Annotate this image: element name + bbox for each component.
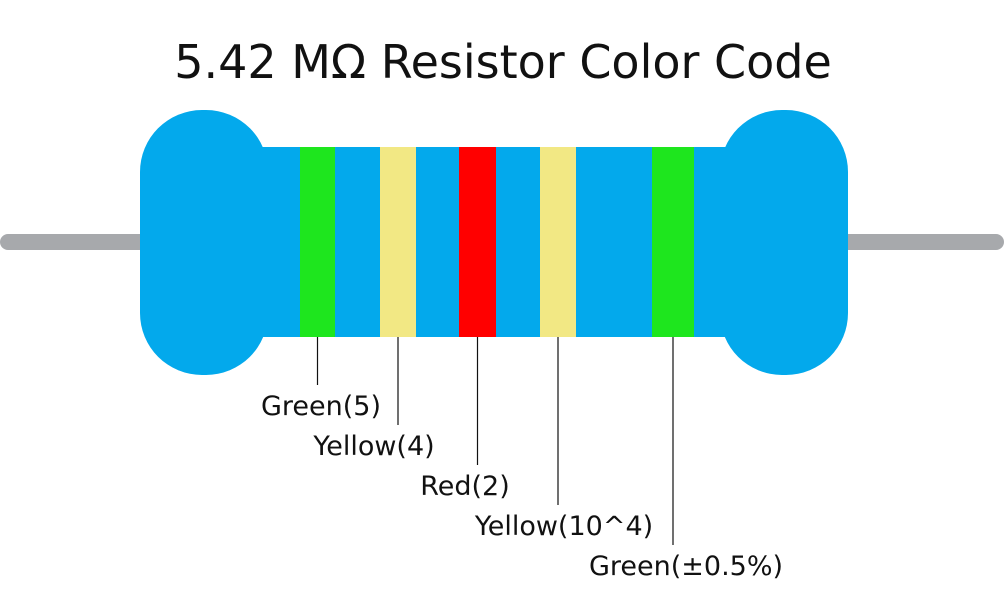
left-cap: [140, 110, 268, 375]
right-cap: [720, 110, 848, 375]
color-band: [380, 147, 416, 337]
band-label: Green(5): [261, 391, 381, 422]
band-label: Yellow(4): [312, 431, 434, 462]
band-label: Red(2): [420, 471, 510, 502]
color-band: [459, 147, 496, 337]
color-band: [300, 147, 335, 337]
title: 5.42 MΩ Resistor Color Code: [174, 35, 832, 89]
band-label: Green(±0.5%): [589, 551, 783, 582]
bands: Green(5) Yellow(4) Red(2) Yellow(10^4) Green…: [261, 147, 783, 582]
color-band: [652, 147, 694, 337]
band-label: Yellow(10^4): [474, 511, 653, 542]
color-band: [540, 147, 576, 337]
